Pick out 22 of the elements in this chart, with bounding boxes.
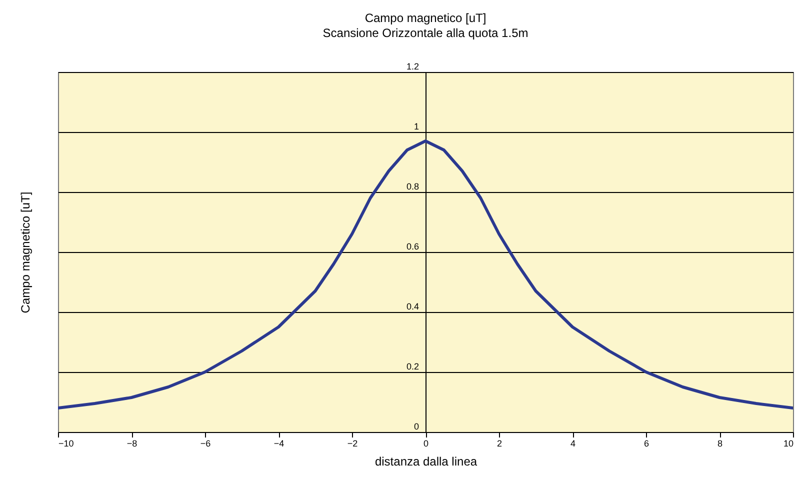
y-tick-label: 1 [414,122,419,132]
y-axis-title: Campo magnetico [uT] [18,192,32,314]
x-tick-label: −10 [58,438,74,448]
y-tick-label: 0.6 [406,242,419,252]
x-axis-title: distanza dalla linea [374,454,478,468]
x-tick-label: −8 [126,438,138,448]
y-tick-label: 0.4 [406,302,419,312]
y-tick-label: 0.8 [406,182,419,192]
y-tick-label: 0.2 [406,362,419,372]
x-tick-label: 2 [496,438,502,448]
y-tick-label: 1.2 [406,62,419,72]
chart-subtitle: Scansione Orizzontale alla quota 1.5m [322,26,528,40]
x-tick-label: 6 [644,438,650,448]
x-tick-label: −6 [200,438,211,448]
x-tick-label: −4 [274,438,284,448]
x-tick-label: −2 [347,438,358,448]
x-tick-label: 10 [783,438,794,448]
x-tick-label: 8 [717,438,723,448]
y-tick-label: 0 [414,422,419,432]
x-tick-label: 0 [423,438,429,448]
x-tick-label: 4 [570,438,576,448]
chart-title: Campo magnetico [uT] [364,11,486,25]
